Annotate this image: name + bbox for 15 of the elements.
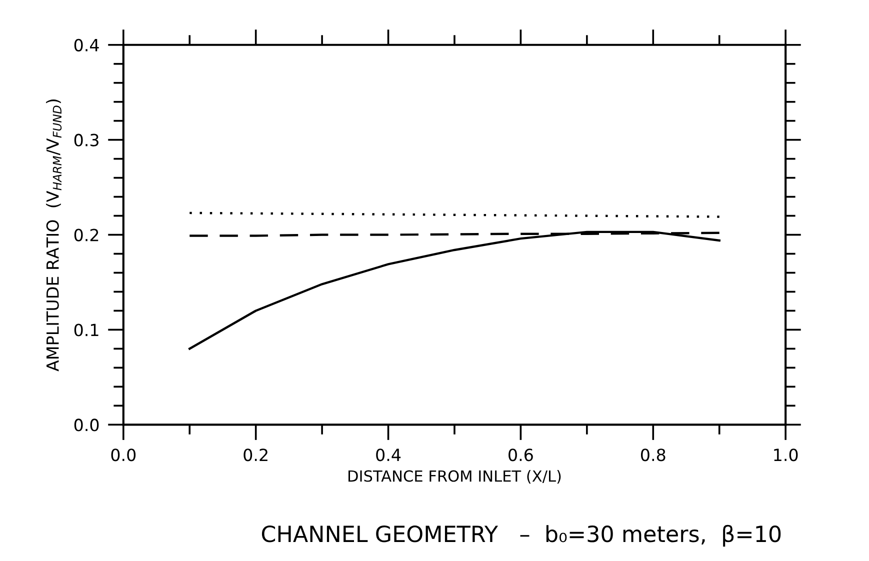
y-tick-label: 0.3 [74,134,98,146]
x-tick-label: 0.6 [508,448,533,462]
x-tick-label: 0.4 [376,448,401,462]
x-axis-title: DISTANCE FROM INLET (X/L) [348,470,561,484]
y-tick-label: 0.1 [74,324,98,336]
x-tick-label: 0.2 [244,448,268,462]
text: CHANNEL GEOMETRY – b₀=30 meters, β=10 [262,524,781,547]
x-tick-label: 1.0 [774,448,798,462]
x-tick-label: 0.8 [640,448,666,462]
y-axis-title: AMPLITUDE RATIO (V$_{HARM}$/V$_{FUND}$) [46,100,62,372]
y-tick-label: 0.0 [74,418,99,432]
line-series [188,230,720,350]
x-tick-label: 0.0 [111,448,136,462]
y-tick-label: 0.2 [74,228,98,242]
y-tick-label: 0.4 [74,38,99,52]
